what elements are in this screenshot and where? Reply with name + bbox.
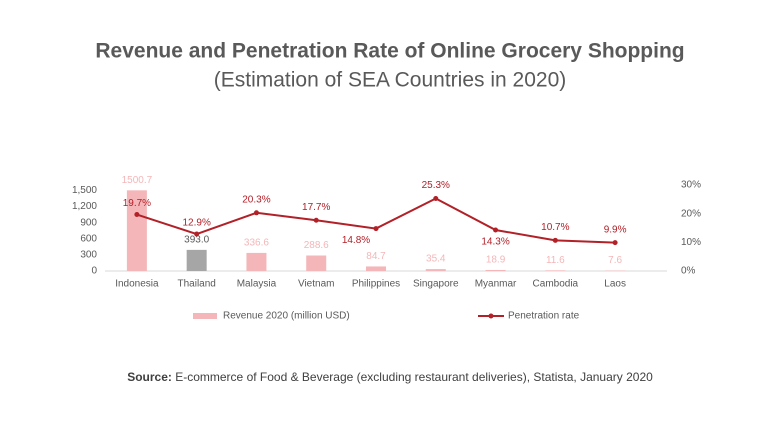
bar <box>306 255 327 271</box>
y2-tick-label: 30% <box>681 180 701 191</box>
y-tick-label: 1,200 <box>72 201 97 212</box>
x-tick-label: Philippines <box>352 279 400 290</box>
bar <box>425 269 446 271</box>
source: Source: E-commerce of Food & Beverage (e… <box>127 370 653 384</box>
chart-title: Revenue and Penetration Rate of Online G… <box>95 40 684 63</box>
bar-value-label: 288.6 <box>304 240 329 251</box>
x-tick-label: Laos <box>604 279 626 290</box>
line-point <box>313 217 319 223</box>
y2-tick-label: 0% <box>681 266 696 277</box>
x-tick-label: Thailand <box>177 279 215 290</box>
bar-value-label: 35.4 <box>426 254 446 265</box>
line-point <box>134 212 140 218</box>
line-point <box>433 195 439 201</box>
bar-value-label: 11.6 <box>546 255 565 266</box>
bar-value-label: 84.7 <box>366 251 386 262</box>
y2-tick-label: 10% <box>681 237 701 248</box>
x-tick-label: Cambodia <box>533 279 579 290</box>
x-tick-label: Vietnam <box>298 279 335 290</box>
x-tick-label: Myanmar <box>475 279 517 290</box>
bar <box>485 269 506 271</box>
bar-value-label: 393.0 <box>184 235 209 246</box>
legend-swatch <box>193 313 217 319</box>
x-tick-label: Singapore <box>413 279 459 290</box>
line-value-label: 10.7% <box>541 222 569 233</box>
legend-marker <box>488 313 494 319</box>
line-value-label: 25.3% <box>422 180 450 191</box>
bar <box>246 252 267 271</box>
y2-tick-label: 20% <box>681 208 701 219</box>
line-value-label: 12.9% <box>182 218 210 229</box>
bar-value-label: 1500.7 <box>122 175 153 186</box>
line-point <box>493 227 499 233</box>
line-value-label: 19.7% <box>123 198 151 209</box>
y-tick-label: 900 <box>80 217 97 228</box>
y-tick-label: 300 <box>80 250 97 261</box>
y-tick-label: 0 <box>91 266 97 277</box>
line-value-label: 20.3% <box>242 194 270 205</box>
x-tick-label: Malaysia <box>237 279 277 290</box>
line-point <box>194 231 200 237</box>
x-tick-label: Indonesia <box>115 279 159 290</box>
line-point <box>373 226 379 232</box>
bar <box>126 190 147 271</box>
line-point <box>612 240 618 246</box>
bar-value-label: 336.6 <box>244 238 269 249</box>
line-point <box>552 237 558 243</box>
y-tick-label: 600 <box>80 233 97 244</box>
y-tick-label: 1,500 <box>72 185 97 196</box>
line-value-label: 17.7% <box>302 202 330 213</box>
bar <box>366 266 386 271</box>
bar-value-label: 7.6 <box>608 255 622 266</box>
line-point <box>253 210 259 216</box>
legend-label: Penetration rate <box>508 311 580 322</box>
source-text: E-commerce of Food & Beverage (excluding… <box>175 370 653 384</box>
source-label: Source: <box>127 370 172 384</box>
legend-label: Revenue 2020 (million USD) <box>223 311 350 322</box>
bar <box>545 270 566 271</box>
line-value-label: 14.8% <box>342 235 370 246</box>
bar-value-label: 18.9 <box>486 255 506 266</box>
line-value-label: 9.9% <box>604 224 627 235</box>
bar <box>186 249 207 271</box>
line-value-label: 14.3% <box>481 237 509 248</box>
chart-subtitle: (Estimation of SEA Countries in 2020) <box>214 69 567 92</box>
